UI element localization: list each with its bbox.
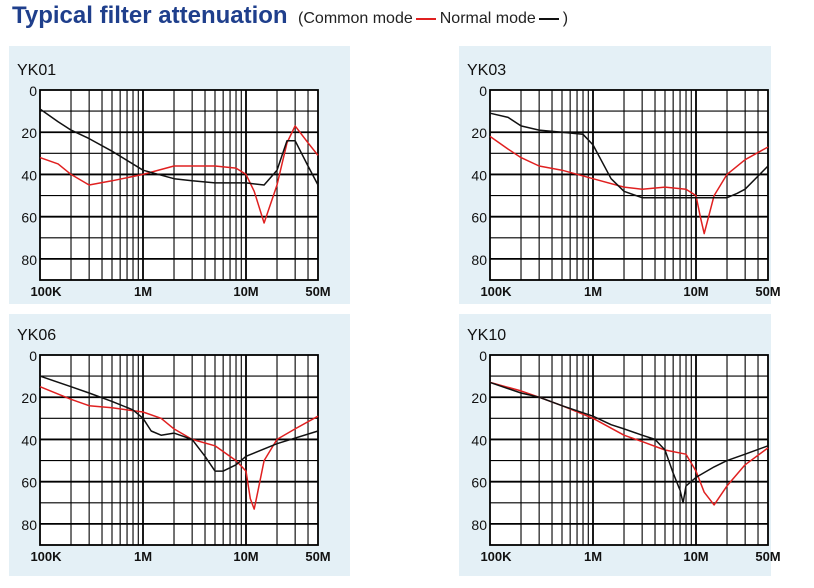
y-tick-label: 40 — [471, 432, 487, 448]
legend-paren-open: ( — [298, 10, 304, 27]
x-tick-label: 1M — [134, 284, 152, 299]
x-tick-label: 10M — [233, 284, 258, 299]
plot-area — [490, 90, 768, 280]
x-tick-label: 100K — [30, 549, 62, 564]
y-tick-label: 40 — [471, 167, 487, 183]
series-line-normal-mode — [489, 381, 769, 504]
series-line-common-mode — [39, 386, 319, 510]
chart-yk06: YK06 0 20 40 60 80 100K 1M 10M 50M — [9, 314, 350, 576]
y-tick-label: 20 — [471, 390, 487, 406]
plot-area — [490, 355, 768, 545]
y-tick-label: 60 — [21, 210, 37, 226]
chart-title: YK10 — [467, 327, 506, 344]
y-tick-label: 60 — [21, 475, 37, 491]
y-tick-label: 40 — [21, 432, 37, 448]
y-tick-label: 0 — [479, 83, 487, 99]
y-tick-label: 0 — [29, 83, 37, 99]
series-line-normal-mode — [489, 112, 769, 199]
y-tick-label: 0 — [29, 348, 37, 364]
x-tick-label: 100K — [30, 284, 62, 299]
legend: (Common mode Normal mode) — [298, 10, 568, 27]
series-line-common-mode — [39, 125, 319, 224]
header: Typical filter attenuation (Common mode N… — [12, 2, 802, 38]
x-tick-label: 50M — [305, 284, 330, 299]
x-tick-label: 100K — [480, 284, 512, 299]
series-line-normal-mode — [39, 375, 319, 472]
series-line-normal-mode — [39, 108, 319, 186]
y-tick-label: 60 — [471, 210, 487, 226]
plot-frame — [489, 89, 769, 281]
x-tick-label: 100K — [480, 549, 512, 564]
y-tick-label: 0 — [479, 348, 487, 364]
y-tick-label: 20 — [21, 125, 37, 141]
legend-item-common-mode: Common mode — [303, 10, 413, 27]
series-line-common-mode — [489, 135, 769, 235]
plot-frame — [489, 354, 769, 546]
y-tick-label: 20 — [21, 390, 37, 406]
x-tick-label: 1M — [584, 284, 602, 299]
x-tick-label: 1M — [584, 549, 602, 564]
chart-title: YK03 — [467, 62, 506, 79]
y-tick-label: 20 — [471, 125, 487, 141]
page-title: Typical filter attenuation — [12, 2, 288, 29]
plot-area — [40, 90, 318, 280]
y-tick-label: 80 — [471, 517, 487, 533]
plot-area — [40, 355, 318, 545]
legend-item-normal-mode: Normal mode — [439, 10, 536, 27]
x-tick-label: 1M — [134, 549, 152, 564]
y-tick-label: 60 — [471, 475, 487, 491]
y-tick-label: 80 — [21, 517, 37, 533]
legend-swatch-normal-mode — [538, 17, 559, 20]
chart-title: YK01 — [17, 62, 56, 79]
chart-yk01: YK01 0 20 40 60 80 100K 1M 10M 50M — [9, 46, 350, 304]
chart-title: YK06 — [17, 327, 56, 344]
chart-yk10: YK10 0 20 40 60 80 100K 1M 10M 50M — [459, 314, 781, 576]
y-tick-label: 80 — [21, 252, 37, 268]
y-tick-label: 40 — [21, 167, 37, 183]
x-tick-label: 10M — [683, 549, 708, 564]
legend-paren-close: ) — [562, 10, 569, 27]
x-tick-label: 10M — [683, 284, 708, 299]
x-tick-label: 50M — [305, 549, 330, 564]
y-tick-label: 80 — [471, 252, 487, 268]
x-tick-label: 10M — [233, 549, 258, 564]
legend-swatch-common-mode — [415, 17, 436, 20]
x-tick-label: 50M — [755, 549, 780, 564]
plot-frame — [39, 354, 319, 546]
x-tick-label: 50M — [755, 284, 780, 299]
chart-yk03: YK03 0 20 40 60 80 100K 1M 10M 50M — [459, 46, 781, 304]
